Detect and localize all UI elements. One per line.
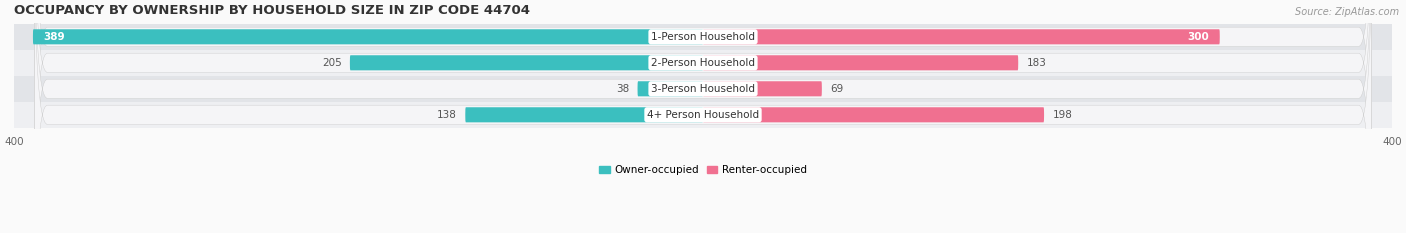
Text: 38: 38 xyxy=(616,84,630,94)
FancyBboxPatch shape xyxy=(14,50,1392,76)
FancyBboxPatch shape xyxy=(703,81,823,96)
FancyBboxPatch shape xyxy=(35,0,1371,233)
Text: 183: 183 xyxy=(1026,58,1046,68)
Text: 69: 69 xyxy=(830,84,844,94)
FancyBboxPatch shape xyxy=(703,107,1045,122)
FancyBboxPatch shape xyxy=(703,29,1220,44)
FancyBboxPatch shape xyxy=(350,55,703,70)
Text: 2-Person Household: 2-Person Household xyxy=(651,58,755,68)
Text: 300: 300 xyxy=(1188,32,1209,42)
FancyBboxPatch shape xyxy=(35,0,1371,233)
Text: Source: ZipAtlas.com: Source: ZipAtlas.com xyxy=(1295,7,1399,17)
Text: 3-Person Household: 3-Person Household xyxy=(651,84,755,94)
Legend: Owner-occupied, Renter-occupied: Owner-occupied, Renter-occupied xyxy=(595,161,811,179)
FancyBboxPatch shape xyxy=(35,0,1371,219)
FancyBboxPatch shape xyxy=(14,102,1392,128)
FancyBboxPatch shape xyxy=(465,107,703,122)
Text: 198: 198 xyxy=(1052,110,1073,120)
Text: 138: 138 xyxy=(437,110,457,120)
Text: 4+ Person Household: 4+ Person Household xyxy=(647,110,759,120)
FancyBboxPatch shape xyxy=(703,55,1018,70)
FancyBboxPatch shape xyxy=(637,81,703,96)
Text: 389: 389 xyxy=(44,32,65,42)
FancyBboxPatch shape xyxy=(32,29,703,44)
Text: 1-Person Household: 1-Person Household xyxy=(651,32,755,42)
FancyBboxPatch shape xyxy=(14,24,1392,50)
Text: OCCUPANCY BY OWNERSHIP BY HOUSEHOLD SIZE IN ZIP CODE 44704: OCCUPANCY BY OWNERSHIP BY HOUSEHOLD SIZE… xyxy=(14,4,530,17)
Text: 205: 205 xyxy=(322,58,342,68)
FancyBboxPatch shape xyxy=(35,0,1371,233)
FancyBboxPatch shape xyxy=(14,76,1392,102)
